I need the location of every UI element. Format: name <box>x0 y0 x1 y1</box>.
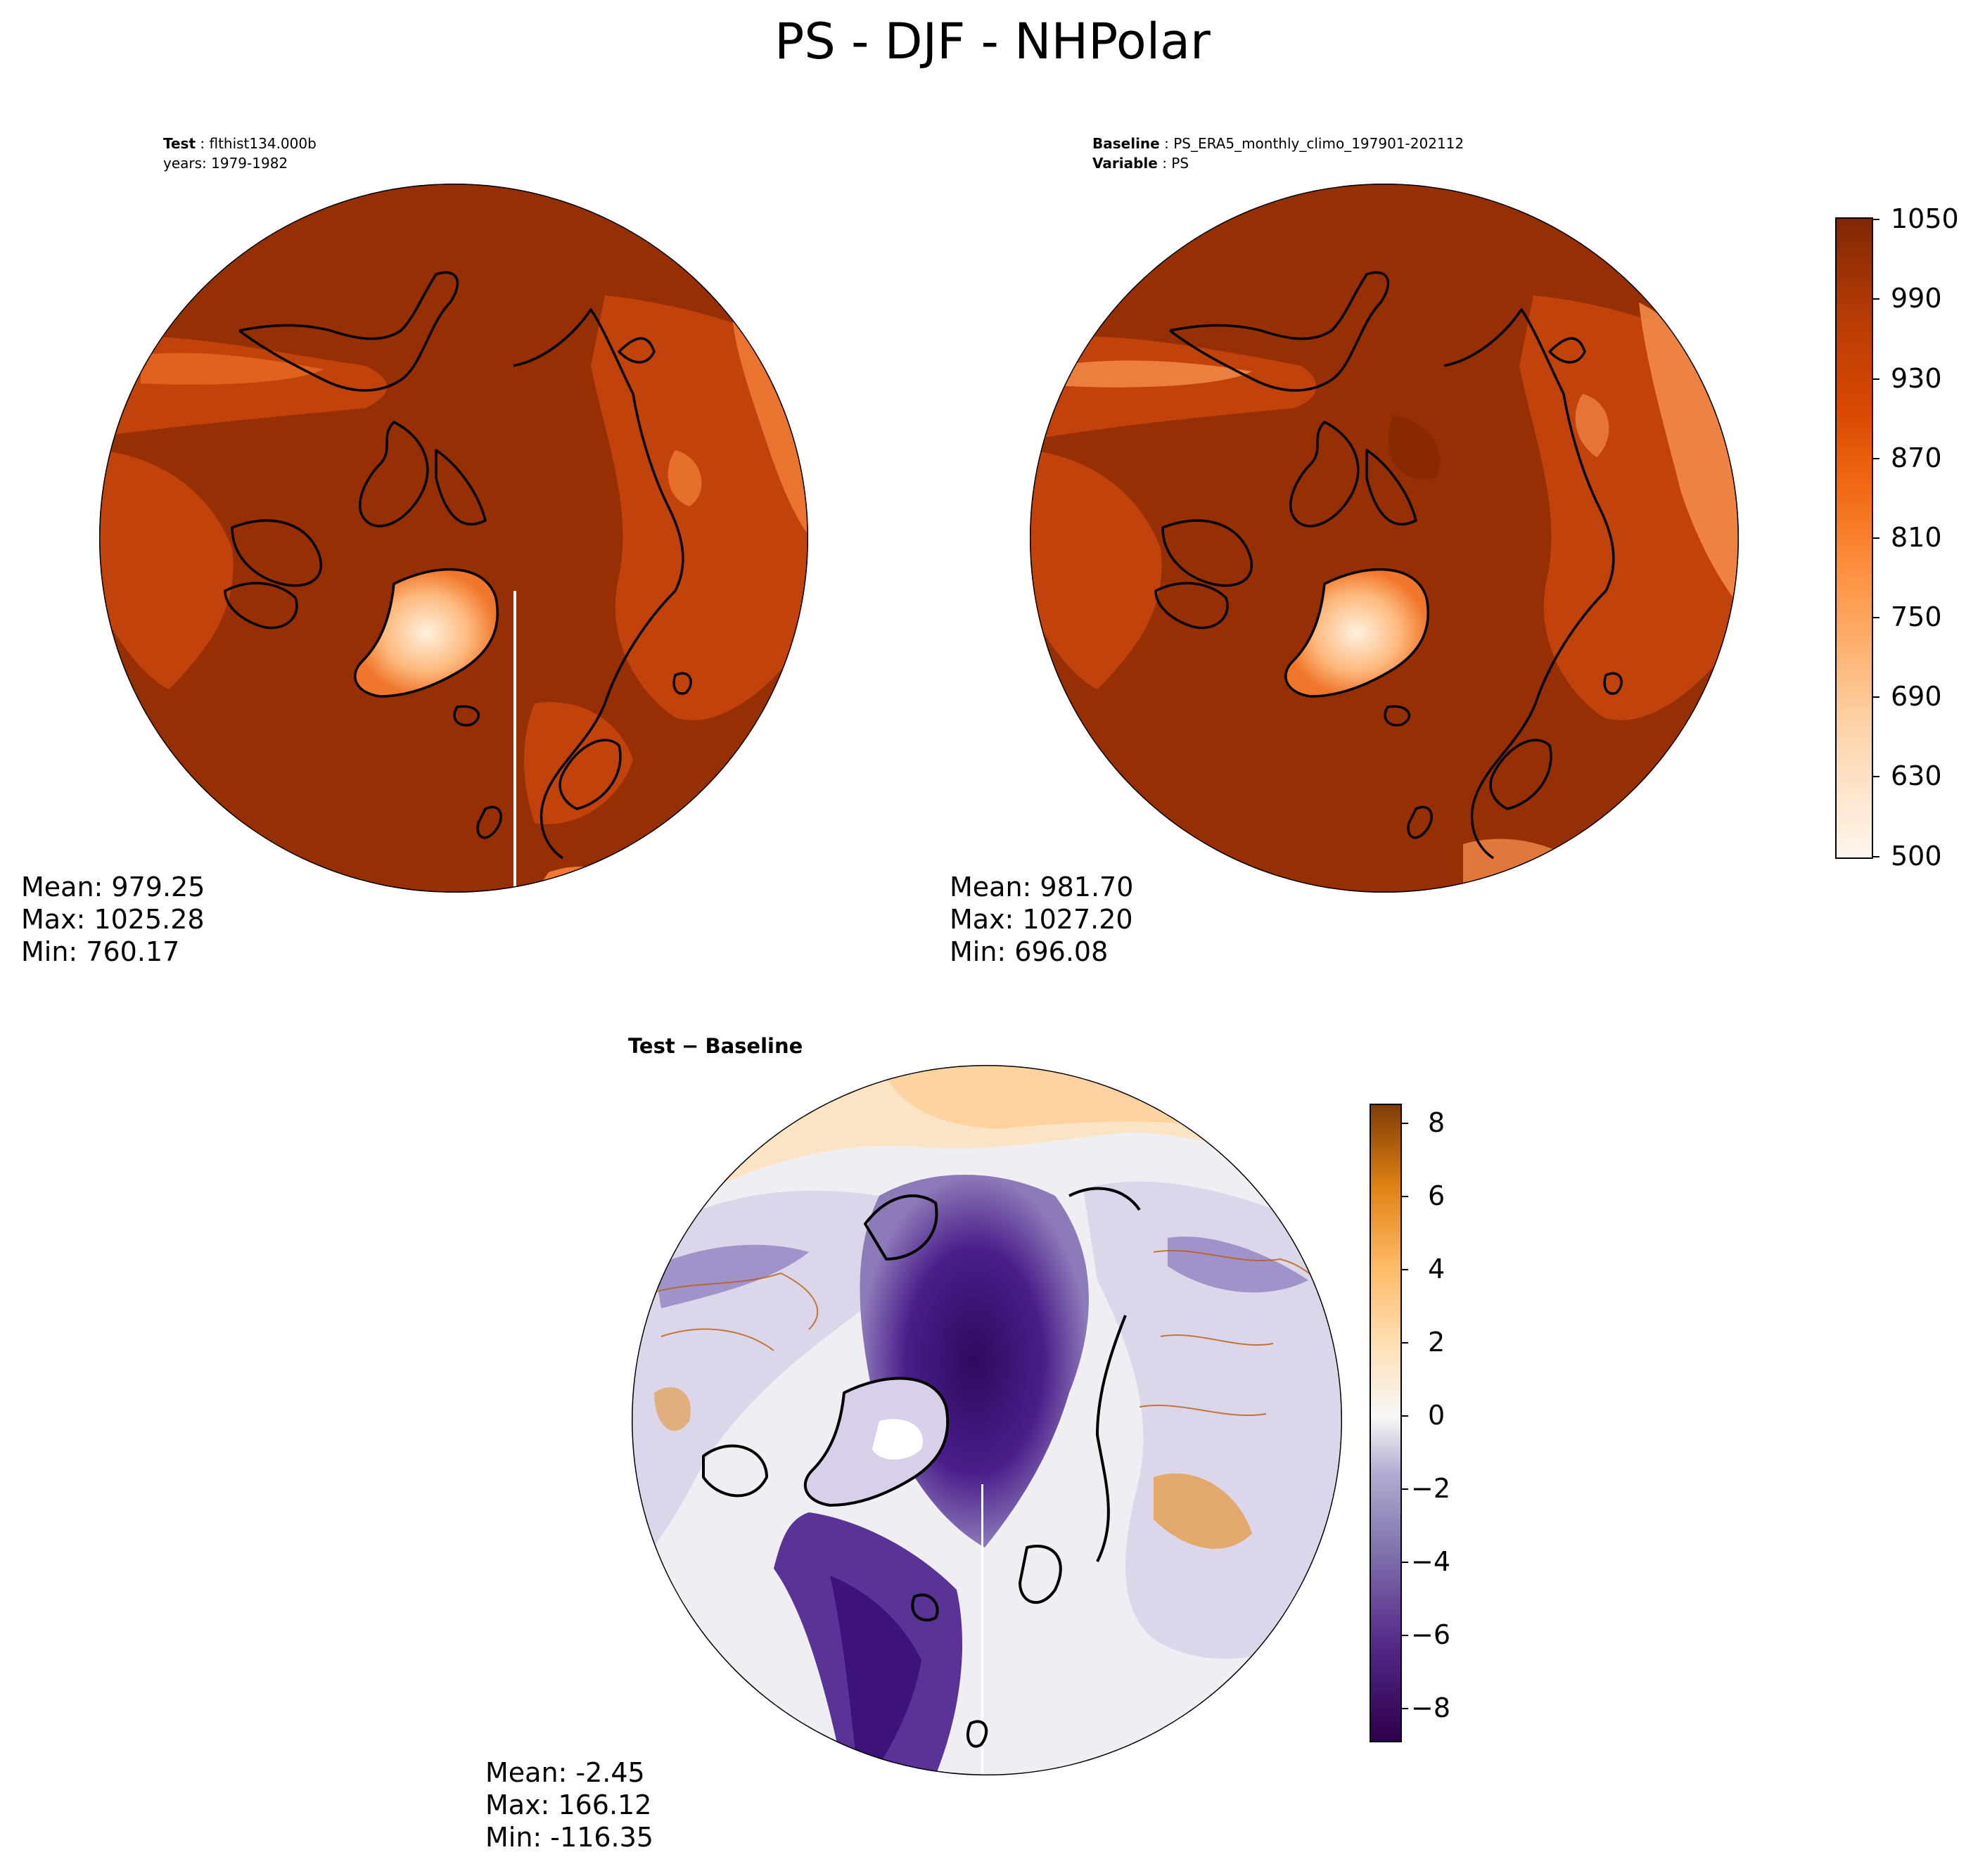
baseline-label: Baseline : PS_ERA5_monthly_climo_197901-… <box>1092 135 1464 172</box>
diff-cbar-tick: −8 <box>1411 1692 1451 1723</box>
baseline-mean: Mean: 981.70 <box>950 872 1134 902</box>
diff-cbar-tick: −2 <box>1411 1473 1451 1504</box>
test-mean: Mean: 979.25 <box>21 872 205 902</box>
diff-cbar-tick: −4 <box>1411 1546 1451 1577</box>
diff-min: Min: -116.35 <box>485 1822 653 1853</box>
main-cbar-tick: 500 <box>1891 841 1942 872</box>
test-min: Min: 760.17 <box>21 936 180 967</box>
diff-cbar-tick: 6 <box>1428 1180 1445 1211</box>
diff-title: Test − Baseline <box>628 1034 803 1058</box>
main-cbar-tick: 990 <box>1891 283 1942 314</box>
diff-title-left: Test <box>628 1034 675 1058</box>
main-cbar-tick: 750 <box>1891 601 1942 632</box>
diff-cbar-tick: 0 <box>1428 1400 1445 1431</box>
main-cbar-tick: 690 <box>1891 681 1942 712</box>
diff-mean: Mean: -2.45 <box>485 1757 645 1788</box>
test-label-value: flthist134.000b <box>209 135 317 152</box>
baseline-stats: Mean: 981.70 Max: 1027.20 Min: 696.08 <box>950 871 1133 968</box>
test-stats: Mean: 979.25 Max: 1025.28 Min: 760.17 <box>21 871 205 968</box>
test-max: Max: 1025.28 <box>21 904 205 935</box>
diff-title-sep: − <box>681 1034 699 1058</box>
main-cbar-tick: 810 <box>1891 522 1942 553</box>
figure-title: PS - DJF - NHPolar <box>774 13 1211 70</box>
main-cbar-tick: 630 <box>1891 760 1942 791</box>
baseline-map <box>1030 184 1739 893</box>
baseline-max: Max: 1027.20 <box>950 904 1133 935</box>
difference-map <box>632 1065 1342 1775</box>
main-cbar-tick: 870 <box>1891 442 1942 473</box>
main-cbar-tick: 930 <box>1891 363 1942 394</box>
variable-label-value: PS <box>1171 155 1189 172</box>
diff-cbar-tick: 2 <box>1428 1327 1445 1358</box>
main-cbar-tick: 1050 <box>1891 203 1959 234</box>
test-label-key: Test <box>163 135 196 152</box>
diff-max: Max: 166.12 <box>485 1789 652 1820</box>
diff-cbar-tick: −6 <box>1411 1619 1451 1650</box>
diff-cbar-tick: 4 <box>1428 1253 1445 1284</box>
test-map <box>99 184 808 893</box>
test-years: years: 1979-1982 <box>163 155 288 172</box>
baseline-min: Min: 696.08 <box>950 936 1109 967</box>
diff-stats: Mean: -2.45 Max: 166.12 Min: -116.35 <box>485 1756 653 1853</box>
baseline-label-key: Baseline <box>1092 135 1160 152</box>
variable-label-key: Variable <box>1092 155 1158 172</box>
test-label: Test : flthist134.000b years: 1979-1982 <box>163 135 317 172</box>
diff-colorbar <box>1370 1104 1408 1742</box>
diff-cbar-tick: 8 <box>1428 1107 1445 1138</box>
main-colorbar <box>1835 217 1879 859</box>
baseline-label-value: PS_ERA5_monthly_climo_197901-202112 <box>1173 135 1464 152</box>
diff-title-right: Baseline <box>705 1034 803 1058</box>
